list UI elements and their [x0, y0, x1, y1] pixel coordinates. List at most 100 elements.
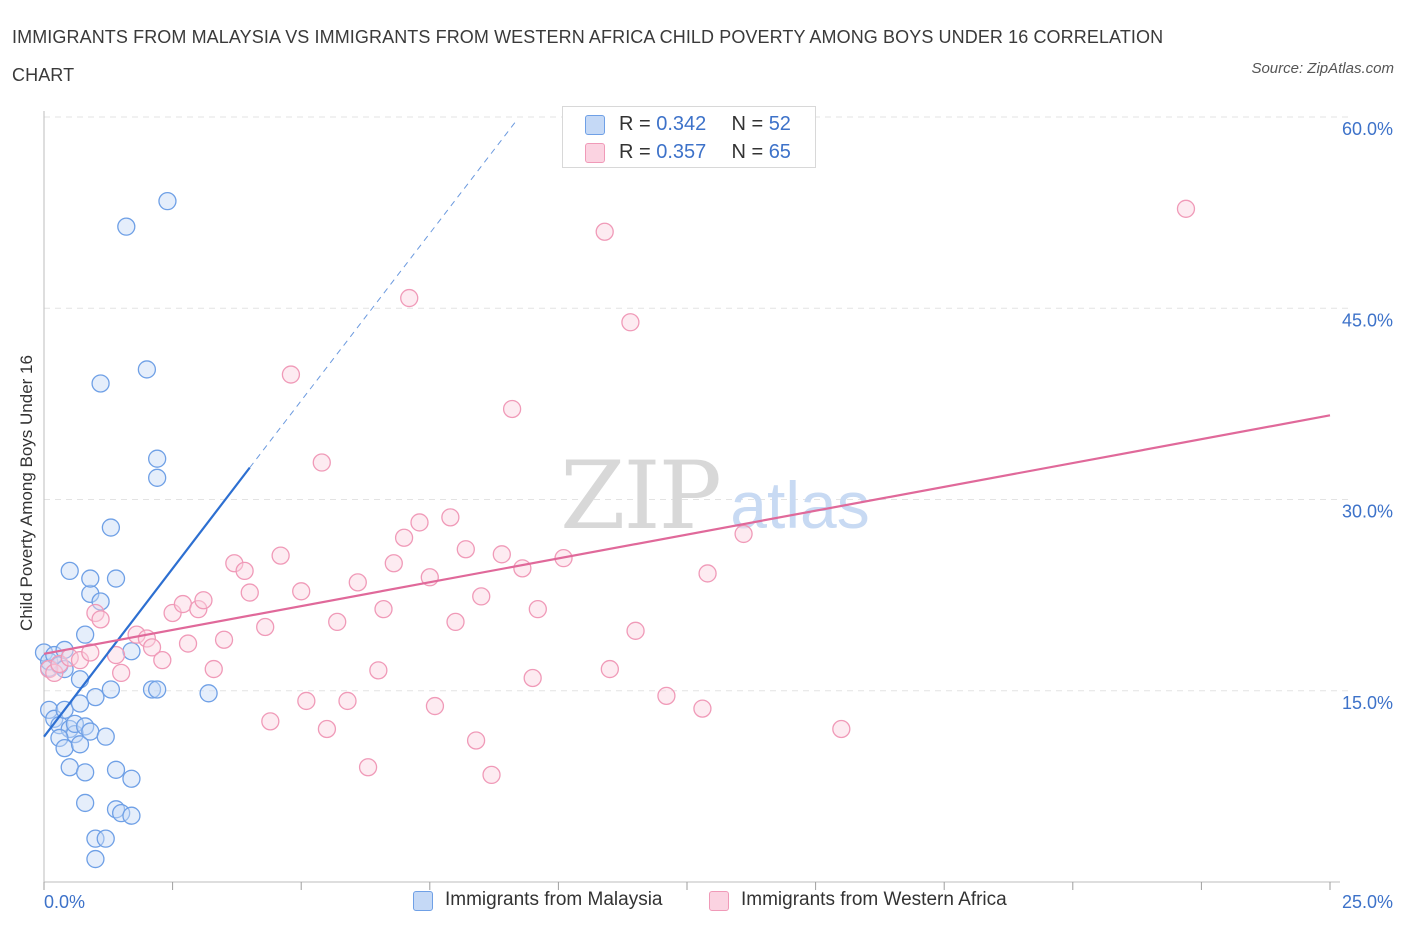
point-western-africa	[832, 719, 851, 739]
point-western-africa	[523, 668, 542, 688]
point-malaysia	[148, 468, 167, 487]
point-western-africa	[91, 610, 110, 629]
point-western-africa	[374, 600, 393, 619]
legend-n-value-western-africa: 65	[768, 141, 791, 163]
point-western-africa	[466, 731, 486, 750]
point-malaysia	[101, 680, 121, 699]
x-tick-label: 25.0%	[1342, 892, 1393, 912]
x-tick-label: 0.0%	[44, 892, 85, 912]
point-western-africa	[312, 453, 331, 472]
y-tick-label: 15.0%	[1342, 693, 1393, 713]
point-malaysia	[106, 760, 126, 779]
y-tick-label: 60.0%	[1342, 119, 1393, 139]
point-western-africa	[297, 691, 316, 711]
point-malaysia	[60, 758, 79, 777]
point-malaysia	[39, 700, 59, 720]
legend-r-label: R =	[619, 141, 651, 163]
source-note: Source: ZipAtlas.com	[1251, 60, 1394, 77]
watermark-zip: ZIP	[560, 442, 720, 551]
point-malaysia	[106, 569, 126, 588]
point-western-africa	[502, 399, 522, 419]
trendline-western-africa	[43, 414, 1331, 655]
point-malaysia	[76, 625, 95, 644]
point-western-africa	[328, 612, 347, 632]
point-western-africa	[338, 691, 357, 711]
legend-swatch-malaysia	[585, 115, 605, 135]
point-western-africa	[1176, 199, 1196, 218]
point-western-africa	[441, 508, 460, 527]
point-western-africa	[45, 663, 64, 683]
point-western-africa	[384, 554, 403, 573]
bottom-legend-label-western-africa: Immigrants from Western Africa	[741, 889, 1007, 910]
point-western-africa	[153, 651, 172, 670]
point-western-africa	[410, 513, 429, 532]
point-western-africa	[369, 661, 388, 680]
y-tick-label: 45.0%	[1342, 310, 1393, 330]
point-western-africa	[281, 365, 301, 384]
point-malaysia	[81, 722, 100, 741]
point-malaysia	[96, 727, 115, 746]
point-western-africa	[189, 600, 208, 619]
point-malaysia	[50, 728, 69, 748]
point-western-africa	[240, 583, 259, 602]
stats-legend: R = 0.342 N = 52 R = 0.357 N = 65	[562, 106, 816, 168]
point-malaysia	[137, 360, 157, 379]
point-malaysia	[122, 642, 141, 661]
point-malaysia	[55, 738, 74, 758]
point-western-africa	[348, 573, 367, 592]
point-western-africa	[621, 313, 640, 332]
point-western-africa	[50, 654, 69, 674]
point-western-africa	[492, 545, 511, 564]
point-malaysia	[142, 680, 162, 699]
legend-r-label: R =	[619, 113, 651, 135]
point-western-africa	[271, 546, 290, 565]
point-malaysia	[199, 684, 218, 703]
chart-title: IMMIGRANTS FROM MALAYSIA VS IMMIGRANTS F…	[12, 27, 1164, 85]
point-malaysia	[76, 793, 95, 813]
point-western-africa	[513, 559, 532, 578]
point-malaysia	[70, 735, 90, 754]
legend-r-value-western-africa: 0.357	[656, 141, 707, 163]
point-western-africa	[600, 659, 619, 679]
point-western-africa	[446, 612, 465, 632]
point-malaysia	[70, 694, 90, 713]
bottom-legend-swatch-western-africa	[709, 891, 729, 911]
legend-n-value-malaysia: 52	[768, 113, 791, 135]
point-western-africa	[81, 643, 100, 662]
point-western-africa	[734, 524, 753, 544]
point-western-africa	[225, 554, 244, 573]
point-malaysia	[96, 829, 115, 848]
point-western-africa	[626, 621, 645, 640]
y-axis-label: Child Poverty Among Boys Under 16	[17, 355, 36, 631]
point-western-africa	[204, 659, 223, 679]
legend-swatch-western-africa	[585, 143, 605, 163]
point-western-africa	[358, 758, 378, 777]
point-western-africa	[425, 696, 445, 716]
point-western-africa	[595, 222, 614, 241]
point-western-africa	[456, 540, 475, 559]
point-western-africa	[693, 699, 712, 718]
point-western-africa	[261, 712, 280, 731]
trendline-malaysia-extension	[249, 119, 518, 468]
y-tick-label: 30.0%	[1342, 502, 1393, 522]
point-malaysia	[148, 449, 167, 468]
point-malaysia	[60, 561, 79, 581]
point-malaysia	[86, 687, 105, 707]
point-western-africa	[657, 686, 676, 705]
point-western-africa	[142, 638, 162, 657]
point-western-africa	[194, 591, 213, 610]
point-malaysia	[76, 717, 95, 736]
point-malaysia	[101, 518, 121, 537]
point-western-africa	[70, 651, 90, 670]
point-western-africa	[235, 561, 254, 581]
point-western-africa	[178, 634, 198, 653]
point-malaysia	[122, 769, 141, 788]
point-western-africa	[256, 617, 275, 637]
point-western-africa	[472, 587, 491, 606]
point-malaysia	[122, 806, 141, 825]
point-malaysia	[76, 763, 95, 782]
point-western-africa	[112, 663, 131, 683]
point-malaysia	[55, 659, 74, 679]
point-malaysia	[86, 829, 105, 848]
